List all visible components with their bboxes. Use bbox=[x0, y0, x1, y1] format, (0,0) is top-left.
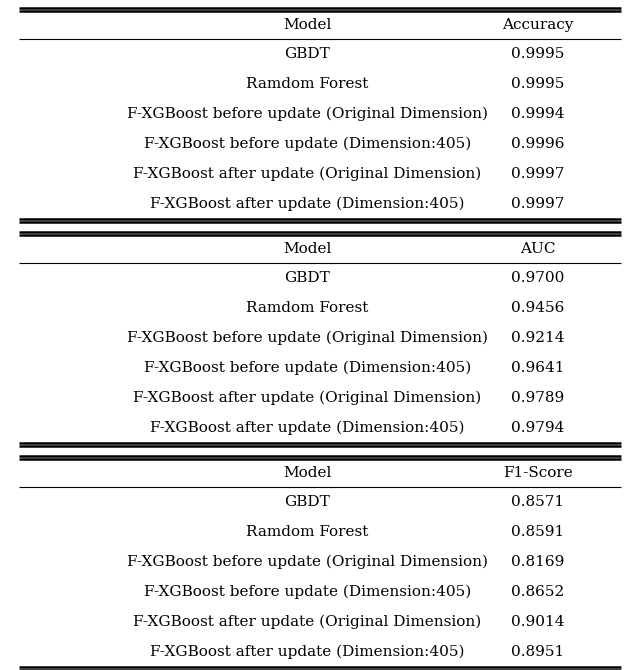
Text: 0.9996: 0.9996 bbox=[511, 137, 564, 151]
Text: GBDT: GBDT bbox=[284, 47, 330, 61]
Text: F-XGBoost before update (Original Dimension): F-XGBoost before update (Original Dimens… bbox=[127, 555, 488, 570]
Text: 0.8951: 0.8951 bbox=[511, 645, 564, 659]
Text: F1-Score: F1-Score bbox=[503, 466, 572, 480]
Text: F-XGBoost after update (Original Dimension): F-XGBoost after update (Original Dimensi… bbox=[133, 391, 481, 405]
Text: Model: Model bbox=[283, 18, 332, 32]
Text: F-XGBoost after update (Dimension:405): F-XGBoost after update (Dimension:405) bbox=[150, 421, 465, 436]
Text: GBDT: GBDT bbox=[284, 271, 330, 285]
Text: 0.9997: 0.9997 bbox=[511, 197, 564, 211]
Text: GBDT: GBDT bbox=[284, 495, 330, 509]
Text: F-XGBoost before update (Original Dimension): F-XGBoost before update (Original Dimens… bbox=[127, 107, 488, 121]
Text: Ramdom Forest: Ramdom Forest bbox=[246, 77, 369, 91]
Text: F-XGBoost after update (Original Dimension): F-XGBoost after update (Original Dimensi… bbox=[133, 615, 481, 629]
Text: F-XGBoost before update (Dimension:405): F-XGBoost before update (Dimension:405) bbox=[143, 361, 471, 375]
Text: Model: Model bbox=[283, 466, 332, 480]
Text: Accuracy: Accuracy bbox=[502, 18, 573, 32]
Text: 0.9995: 0.9995 bbox=[511, 77, 564, 91]
Text: F-XGBoost before update (Dimension:405): F-XGBoost before update (Dimension:405) bbox=[143, 585, 471, 599]
Text: F-XGBoost after update (Dimension:405): F-XGBoost after update (Dimension:405) bbox=[150, 645, 465, 659]
Text: 0.9995: 0.9995 bbox=[511, 47, 564, 61]
Text: 0.9214: 0.9214 bbox=[511, 331, 564, 345]
Text: 0.9794: 0.9794 bbox=[511, 421, 564, 435]
Text: Ramdom Forest: Ramdom Forest bbox=[246, 301, 369, 315]
Text: 0.9014: 0.9014 bbox=[511, 615, 564, 629]
Text: 0.9641: 0.9641 bbox=[511, 361, 564, 375]
Text: 0.8652: 0.8652 bbox=[511, 585, 564, 599]
Text: 0.9994: 0.9994 bbox=[511, 107, 564, 121]
Text: 0.9456: 0.9456 bbox=[511, 301, 564, 315]
Text: F-XGBoost after update (Dimension:405): F-XGBoost after update (Dimension:405) bbox=[150, 197, 465, 211]
Text: 0.9789: 0.9789 bbox=[511, 391, 564, 405]
Text: 0.8169: 0.8169 bbox=[511, 555, 564, 569]
Text: 0.8571: 0.8571 bbox=[511, 495, 564, 509]
Text: 0.9700: 0.9700 bbox=[511, 271, 564, 285]
Text: AUC: AUC bbox=[520, 242, 556, 256]
Text: Ramdom Forest: Ramdom Forest bbox=[246, 525, 369, 539]
Text: F-XGBoost before update (Dimension:405): F-XGBoost before update (Dimension:405) bbox=[143, 137, 471, 151]
Text: Model: Model bbox=[283, 242, 332, 256]
Text: F-XGBoost after update (Original Dimension): F-XGBoost after update (Original Dimensi… bbox=[133, 167, 481, 181]
Text: F-XGBoost before update (Original Dimension): F-XGBoost before update (Original Dimens… bbox=[127, 331, 488, 345]
Text: 0.9997: 0.9997 bbox=[511, 167, 564, 181]
Text: 0.8591: 0.8591 bbox=[511, 525, 564, 539]
